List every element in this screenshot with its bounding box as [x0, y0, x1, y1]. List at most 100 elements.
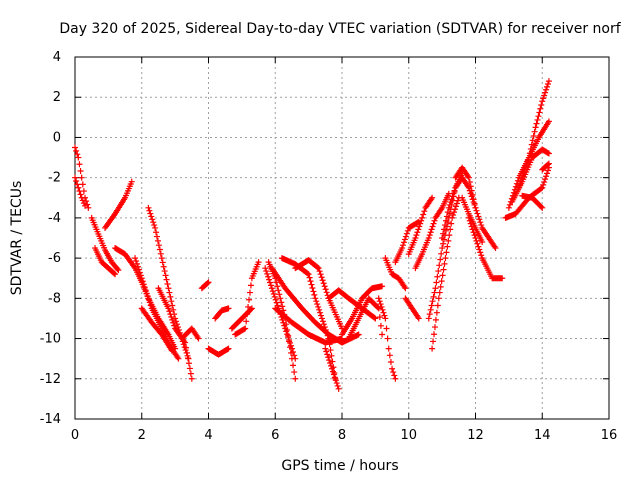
data-point: [77, 191, 84, 198]
data-point: [327, 359, 334, 366]
data-point: [400, 239, 407, 246]
data-point: [317, 309, 324, 316]
data-point: [269, 288, 276, 295]
data-point: [205, 279, 212, 286]
data-point: [403, 230, 410, 237]
data-point: [435, 295, 442, 302]
data-point: [287, 344, 294, 351]
data-point: [151, 222, 158, 229]
data-point: [431, 217, 438, 224]
data-point: [544, 83, 551, 90]
data-point: [514, 177, 521, 184]
data-point: [447, 226, 454, 233]
data-point: [147, 210, 154, 217]
data-point: [312, 295, 319, 302]
data-point: [437, 256, 444, 263]
data-point: [112, 271, 119, 278]
data-point: [85, 204, 92, 211]
data-point: [545, 150, 552, 157]
data-point: [540, 181, 547, 188]
data-point: [536, 109, 543, 116]
data-point: [518, 175, 525, 182]
data-point: [165, 305, 172, 312]
data-point: [324, 351, 331, 358]
data-point: [285, 332, 292, 339]
data-point: [379, 283, 386, 290]
data-point: [475, 213, 482, 220]
data-point: [400, 242, 407, 249]
y-tick-label: 2: [53, 90, 61, 105]
data-point: [166, 308, 173, 315]
data-point: [355, 331, 362, 338]
data-point: [137, 272, 144, 279]
data-point: [390, 369, 397, 376]
data-point: [465, 214, 472, 221]
y-tick-label: -6: [48, 251, 61, 266]
data-point: [478, 252, 485, 259]
data-point: [544, 170, 551, 177]
data-point: [540, 95, 547, 102]
data-point: [115, 267, 122, 274]
data-point: [264, 270, 271, 277]
data-point: [156, 246, 163, 253]
data-point: [318, 315, 325, 322]
data-point: [448, 220, 455, 227]
data-point: [224, 346, 231, 353]
data-point: [150, 219, 157, 226]
x-axis-label: GPS time / hours: [281, 458, 398, 474]
data-point: [467, 183, 474, 190]
data-point: [430, 220, 437, 227]
data-point: [140, 281, 147, 288]
data-point: [542, 89, 549, 96]
data-point: [419, 214, 426, 221]
data-point: [425, 235, 432, 241]
data-point: [276, 291, 283, 298]
grid: [75, 57, 609, 419]
data-point: [449, 214, 456, 221]
data-point: [184, 349, 191, 356]
data-point: [311, 291, 318, 298]
data-point: [262, 265, 269, 272]
y-tick-label: -10: [40, 332, 61, 347]
data-point: [475, 243, 482, 250]
data-point: [451, 187, 458, 194]
data-point: [335, 385, 342, 392]
data-point: [531, 128, 538, 135]
data-point: [306, 274, 313, 281]
x-tick-label: 2: [138, 428, 146, 443]
data-point: [72, 144, 78, 151]
data-point: [169, 316, 176, 323]
data-point: [444, 243, 451, 250]
y-tick-label: -14: [40, 412, 61, 427]
x-tick-label: 4: [204, 428, 212, 443]
data-point: [538, 185, 545, 192]
data-point: [391, 372, 398, 379]
data-point: [292, 375, 299, 382]
data-point: [383, 325, 390, 332]
data-point: [442, 255, 449, 262]
data-point: [248, 305, 255, 312]
data-point: [512, 183, 519, 190]
data-point: [476, 216, 483, 223]
data-point: [451, 209, 458, 216]
data-point: [80, 200, 87, 207]
x-tick-label: 0: [71, 428, 79, 443]
data-point: [267, 282, 274, 289]
data-point: [128, 178, 135, 185]
data-point: [144, 293, 151, 300]
data-point: [441, 260, 448, 267]
data-point: [541, 178, 548, 185]
data-point: [537, 105, 544, 112]
x-tick-label: 14: [534, 428, 551, 443]
data-point: [377, 322, 384, 329]
data-point: [146, 299, 153, 306]
data-point: [376, 314, 383, 321]
data-point: [323, 289, 330, 296]
data-point: [401, 236, 408, 243]
data-point: [321, 283, 328, 290]
data-point: [429, 345, 436, 352]
data-point: [82, 202, 89, 209]
data-point: [167, 293, 174, 300]
data-point: [534, 116, 541, 123]
data-point: [266, 276, 273, 283]
